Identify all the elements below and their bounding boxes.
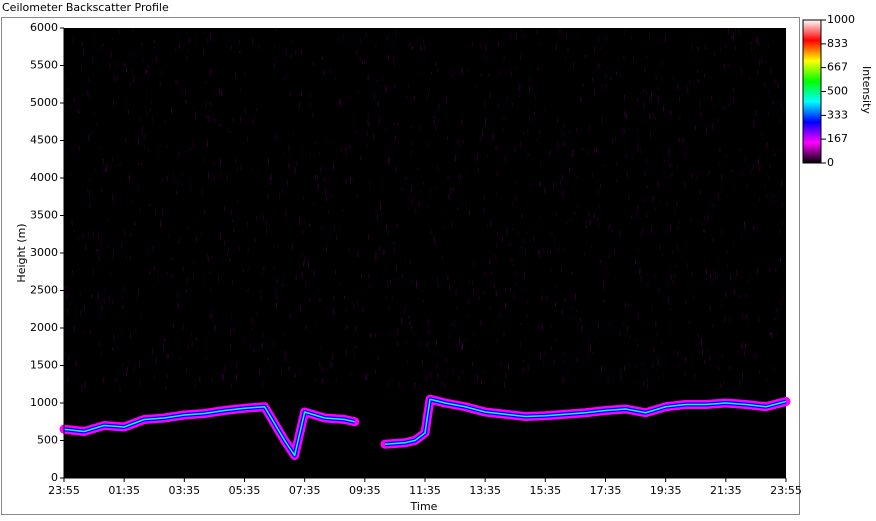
colorbar-tick-label: 0: [827, 156, 834, 169]
frame: [1, 17, 800, 515]
colorbar-tick-label: 167: [827, 132, 848, 145]
background-speckle: [63, 28, 784, 392]
x-tick-label: 03:35: [168, 484, 200, 497]
colorbar: [802, 19, 822, 164]
chart-title: Ceilometer Backscatter Profile: [2, 1, 169, 14]
y-tick-label: 6000: [30, 21, 58, 34]
x-axis-label: Time: [410, 500, 438, 513]
x-tick-label: 01:35: [108, 484, 140, 497]
x-tick-label: 15:35: [529, 484, 561, 497]
y-tick-label: 4500: [30, 134, 58, 147]
colorbar-tick-label: 1000: [827, 13, 855, 26]
colorbar-label: Intensity: [860, 66, 873, 114]
y-tick-label: 2000: [30, 321, 58, 334]
colorbar-tick-label: 833: [827, 37, 848, 50]
layer-peak: [384, 398, 787, 445]
x-tick-label: 19:35: [650, 484, 682, 497]
y-tick-label: 500: [37, 434, 58, 447]
x-tick-label: 21:35: [710, 484, 742, 497]
y-tick-label: 0: [51, 471, 58, 484]
layer-peak: [63, 406, 355, 457]
x-tick-label: 09:35: [349, 484, 381, 497]
y-tick-label: 4000: [30, 171, 58, 184]
x-tick-label: 11:35: [409, 484, 441, 497]
colorbar-tick-label: 333: [827, 108, 848, 121]
colorbar-tick-label: 500: [827, 85, 848, 98]
x-tick-label: 13:35: [469, 484, 501, 497]
colorbar-tick-label: 667: [827, 61, 848, 74]
y-tick-label: 1000: [30, 396, 58, 409]
y-tick-label: 5000: [30, 96, 58, 109]
y-axis-label: Height (m): [15, 223, 28, 282]
x-tick-label: 05:35: [229, 484, 261, 497]
y-tick-label: 3500: [30, 209, 58, 222]
x-tick-label: 07:35: [289, 484, 321, 497]
x-tick-label: 23:55: [48, 484, 80, 497]
x-tick-label: 23:55: [770, 484, 802, 497]
y-tick-label: 3000: [30, 246, 58, 259]
y-tick-label: 5500: [30, 59, 58, 72]
y-tick-label: 1500: [30, 359, 58, 372]
y-tick-label: 2500: [30, 284, 58, 297]
x-tick-label: 17:35: [590, 484, 622, 497]
